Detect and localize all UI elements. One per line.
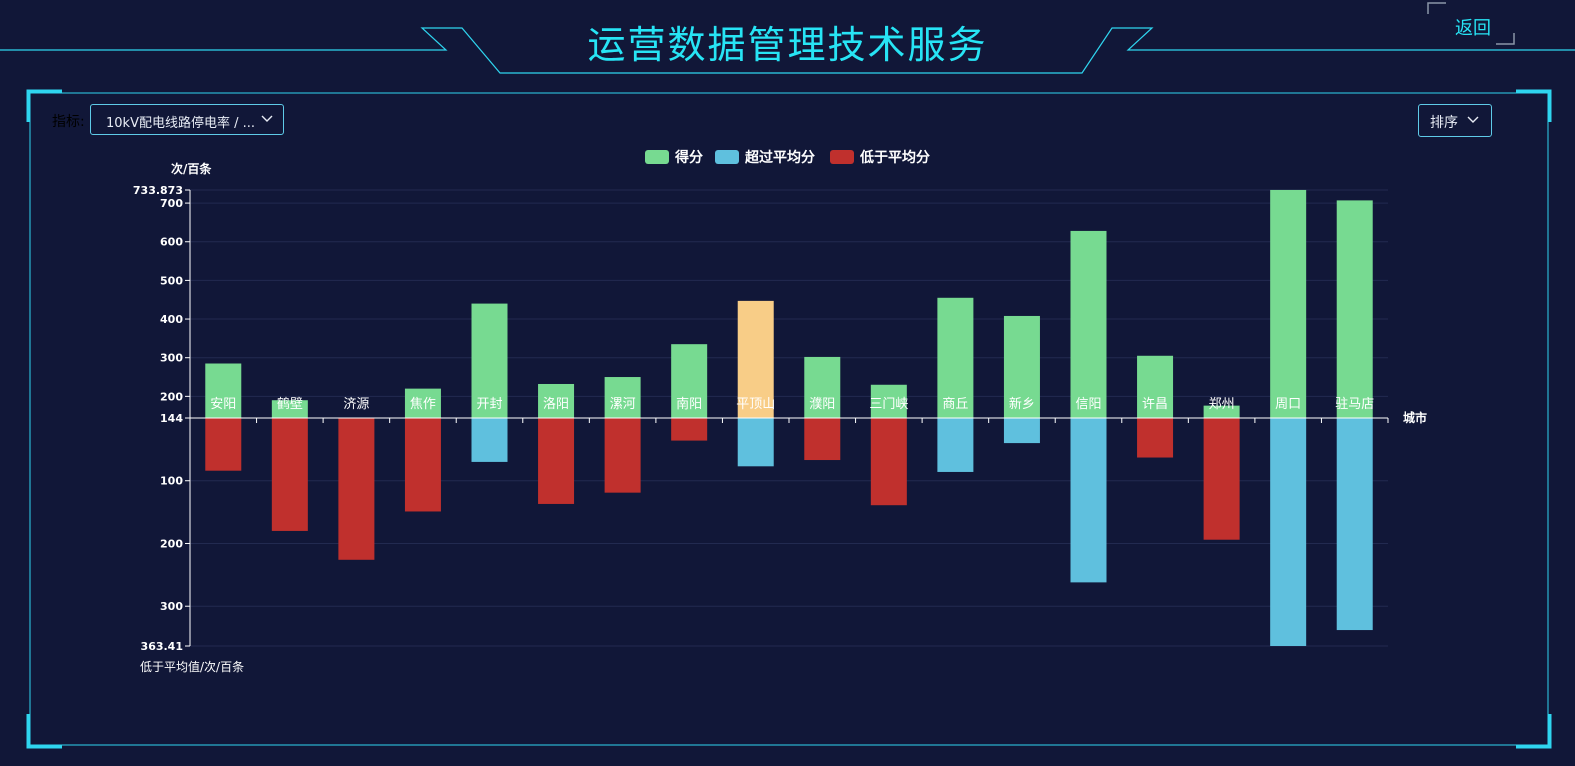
y-tick-label: 733.873	[133, 184, 183, 197]
score-bar	[804, 356, 841, 418]
below-average-bar	[338, 418, 375, 560]
y-tick-label: 300	[160, 352, 183, 365]
below-average-bar	[404, 418, 441, 512]
legend-swatch	[830, 150, 854, 164]
sort-button[interactable]: 排序	[1418, 104, 1492, 137]
x-tick-label: 南阳	[676, 396, 702, 412]
below-average-bar	[271, 418, 308, 531]
below-average-bar	[671, 418, 708, 441]
x-tick-label: 漯河	[610, 397, 636, 412]
y-axis-title: 次/百条	[171, 161, 212, 176]
x-tick-label: 安阳	[210, 397, 236, 412]
x-tick-label: 济源	[343, 397, 369, 412]
x-tick-label: 驻马店	[1335, 397, 1374, 412]
page-title: 运营数据管理技术服务	[587, 23, 988, 67]
score-bar	[1137, 355, 1174, 418]
score-bar	[205, 363, 242, 418]
above-average-bar	[1003, 418, 1040, 444]
score-bar	[671, 344, 708, 418]
score-bar	[937, 297, 974, 418]
x-tick-label: 开封	[476, 397, 502, 412]
x-axis-title: 城市	[1403, 410, 1427, 425]
above-average-bar	[737, 418, 774, 467]
x-tick-label: 三门峡	[869, 397, 908, 412]
score-bar	[471, 303, 508, 418]
x-tick-label: 许昌	[1142, 397, 1168, 412]
y-tick-label: 500	[160, 274, 183, 287]
legend-label: 低于平均分	[859, 149, 930, 166]
y-tick-label: 100	[160, 475, 183, 488]
x-tick-label: 新乡	[1009, 396, 1035, 412]
score-bar	[870, 384, 907, 418]
above-average-bar	[1336, 418, 1373, 631]
below-average-bar	[1137, 418, 1174, 458]
above-average-bar	[1070, 418, 1107, 583]
score-bar	[538, 383, 575, 418]
y-tick-label: 200	[160, 537, 183, 550]
x-tick-label: 洛阳	[543, 397, 569, 412]
score-bar	[1270, 189, 1307, 418]
legend-swatch	[715, 150, 739, 164]
metric-select-value: 10kV配电线路停电率 / ...	[106, 116, 254, 131]
y-tick-label: 700	[160, 197, 183, 210]
score-bar	[271, 400, 308, 418]
legend-label: 得分	[674, 149, 703, 166]
x-tick-label: 平顶山	[736, 397, 775, 412]
score-bar	[604, 377, 641, 418]
score-bar	[1203, 405, 1240, 418]
score-bar	[1070, 230, 1107, 418]
y2-axis-title: 低于平均值/次/百条	[140, 659, 244, 674]
x-tick-label: 信阳	[1075, 397, 1101, 412]
above-average-bar	[471, 418, 508, 462]
y-tick-label: 200	[160, 390, 183, 403]
y-tick-label: 300	[160, 600, 183, 613]
y-tick-label: 144	[160, 412, 183, 425]
score-bar	[737, 300, 774, 418]
score-bar	[404, 388, 441, 418]
below-average-bar	[538, 418, 575, 504]
x-tick-label: 鹤壁	[277, 396, 303, 412]
below-average-bar	[205, 418, 242, 471]
legend-swatch	[645, 150, 669, 164]
legend-label: 超过平均分	[744, 149, 815, 166]
chevron-down-icon	[1467, 116, 1479, 123]
below-average-bar	[870, 418, 907, 506]
x-tick-label: 濮阳	[809, 397, 835, 412]
score-bar	[1003, 315, 1040, 418]
y-tick-label: 600	[160, 236, 183, 249]
x-tick-label: 焦作	[410, 397, 436, 412]
x-tick-label: 周口	[1275, 397, 1301, 412]
above-average-bar	[1270, 418, 1307, 646]
below-average-bar	[1203, 418, 1240, 540]
below-average-bar	[604, 418, 641, 493]
below-average-bar	[804, 418, 841, 461]
above-average-bar	[937, 418, 974, 472]
header-decoration	[0, 2, 1575, 74]
metric-select[interactable]: 10kV配电线路停电率 / ...	[90, 104, 284, 135]
back-button[interactable]: 返回	[1455, 18, 1491, 39]
chevron-down-icon	[261, 115, 273, 122]
score-bar	[1336, 200, 1373, 418]
sort-button-label: 排序	[1430, 115, 1458, 131]
x-tick-label: 郑州	[1209, 397, 1235, 412]
y-tick-label: 400	[160, 313, 183, 326]
metric-label: 指标:	[52, 114, 85, 130]
x-tick-label: 商丘	[942, 397, 968, 412]
y-tick-label: 363.41	[141, 640, 183, 653]
